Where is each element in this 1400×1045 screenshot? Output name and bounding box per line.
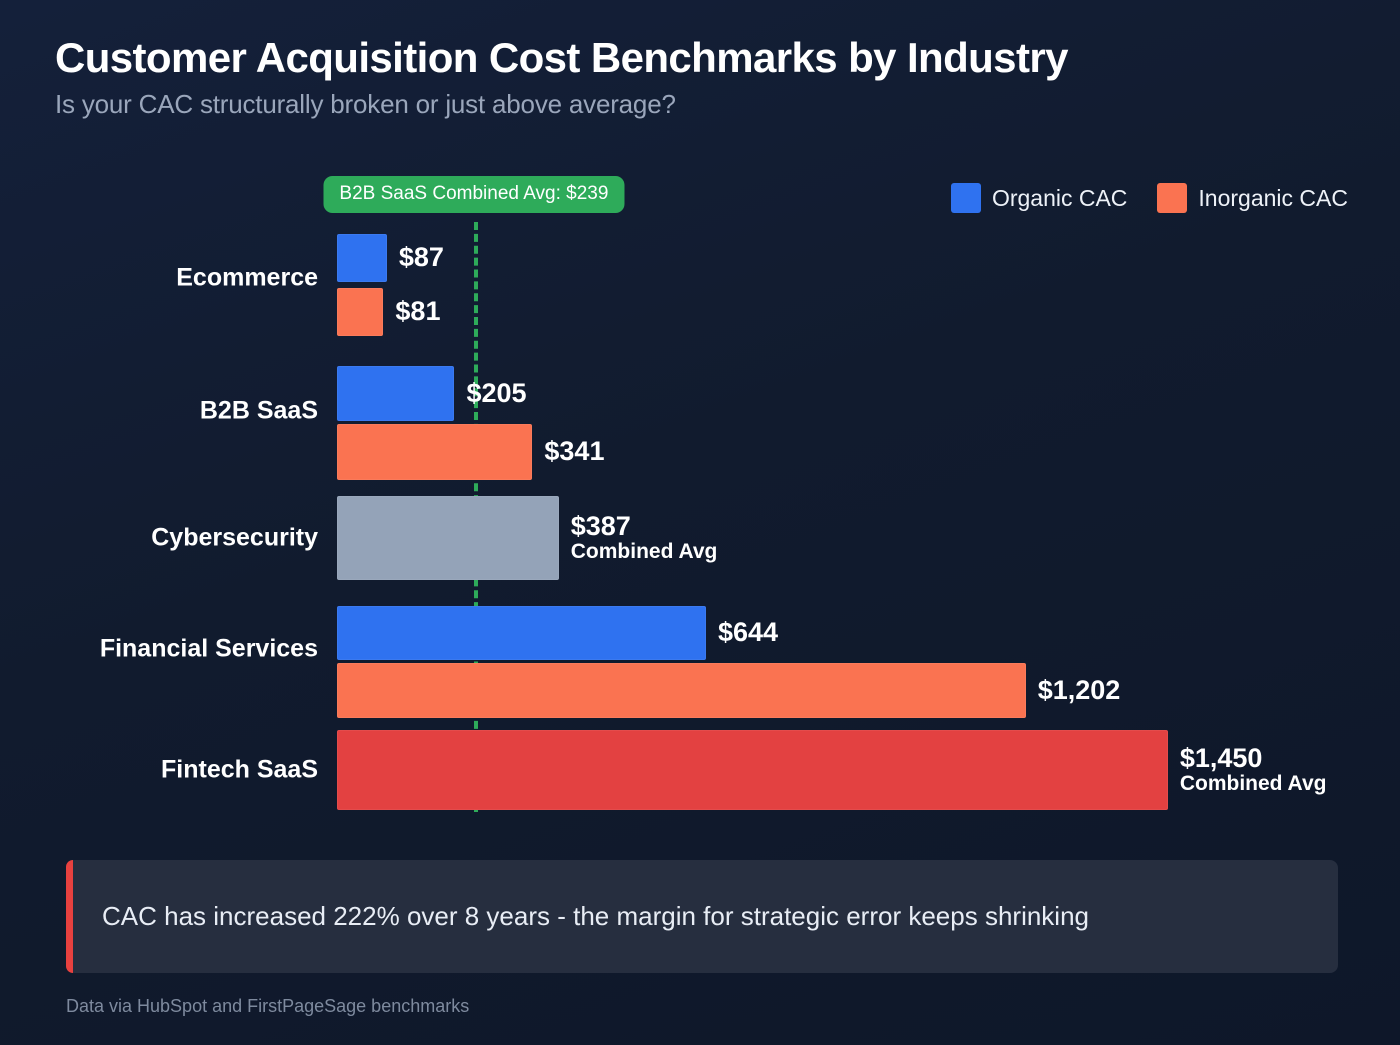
chart-header: Customer Acquisition Cost Benchmarks by … — [55, 34, 1355, 120]
bar[interactable] — [337, 288, 384, 336]
callout-text: CAC has increased 222% over 8 years - th… — [102, 901, 1089, 932]
source-note: Data via HubSpot and FirstPageSage bench… — [66, 996, 470, 1016]
insight-callout: CAC has increased 222% over 8 years - th… — [66, 860, 1338, 973]
bar[interactable] — [337, 366, 455, 421]
bar-value-amount: $341 — [544, 436, 605, 467]
average-reference-badge: B2B SaaS Combined Avg: $239 — [323, 176, 625, 213]
category-label: Fintech SaaS — [161, 755, 318, 784]
legend-label: Organic CAC — [991, 184, 1128, 211]
legend-item[interactable]: Organic CAC — [950, 183, 1128, 213]
bar-value-label: $205 — [466, 377, 527, 408]
bar-value-amount: $205 — [466, 377, 527, 408]
bar-value-amount: $1,450 — [1179, 743, 1263, 774]
bar-group: $81 — [337, 288, 440, 336]
callout-accent-bar — [66, 860, 73, 973]
bar-value-label: $81 — [395, 297, 440, 326]
bar-value-amount: $1,202 — [1037, 674, 1121, 705]
bar-value-sublabel: Combined Avg — [1179, 772, 1327, 796]
bar-group: $1,202 — [337, 663, 1120, 718]
category-label: Financial Services — [99, 634, 318, 663]
bar-value-amount: $644 — [718, 617, 779, 648]
bar-value-sublabel: Combined Avg — [570, 540, 718, 564]
bar-value-label: $387 Combined Avg — [570, 511, 718, 564]
bar-value-amount: $87 — [398, 242, 444, 273]
category-label: Cybersecurity — [151, 523, 318, 552]
bar-group: $644 — [337, 606, 778, 660]
bar[interactable] — [337, 606, 706, 660]
bar-value-label: $644 — [718, 618, 778, 647]
bar[interactable] — [337, 424, 533, 480]
chart-legend: Organic CAC Inorganic CAC — [950, 183, 1348, 213]
bar-group: $341 — [337, 424, 604, 480]
bar-group: $205 — [337, 366, 527, 421]
bar-group: $87 — [337, 234, 444, 282]
page-subtitle: Is your CAC structurally broken or just … — [55, 89, 676, 120]
bar-group: $387 Combined Avg — [337, 496, 717, 580]
bar-value-label: $341 — [544, 437, 604, 466]
legend-item[interactable]: Inorganic CAC — [1157, 183, 1348, 213]
legend-swatch-icon — [950, 183, 981, 213]
legend-label: Inorganic CAC — [1198, 184, 1348, 211]
page-title: Customer Acquisition Cost Benchmarks by … — [55, 34, 1068, 81]
bar-value-amount: $81 — [395, 296, 441, 327]
bar[interactable] — [337, 496, 559, 580]
bar[interactable] — [337, 730, 1168, 810]
bar-value-label: $1,450 Combined Avg — [1179, 743, 1327, 796]
bar-value-label: $1,202 — [1037, 674, 1121, 705]
bar-value-label: $87 — [399, 243, 444, 272]
bar-value-amount: $387 — [570, 511, 631, 542]
category-label: Ecommerce — [176, 263, 318, 292]
bar[interactable] — [337, 663, 1026, 718]
legend-swatch-icon — [1157, 183, 1188, 213]
bar[interactable] — [337, 234, 387, 282]
category-label: B2B SaaS — [199, 396, 318, 425]
chart-plot-area: B2B SaaS Combined Avg: $239 Ecommerce $87 $… — [0, 176, 1400, 826]
bar-group: $1,450 Combined Avg — [337, 730, 1326, 810]
